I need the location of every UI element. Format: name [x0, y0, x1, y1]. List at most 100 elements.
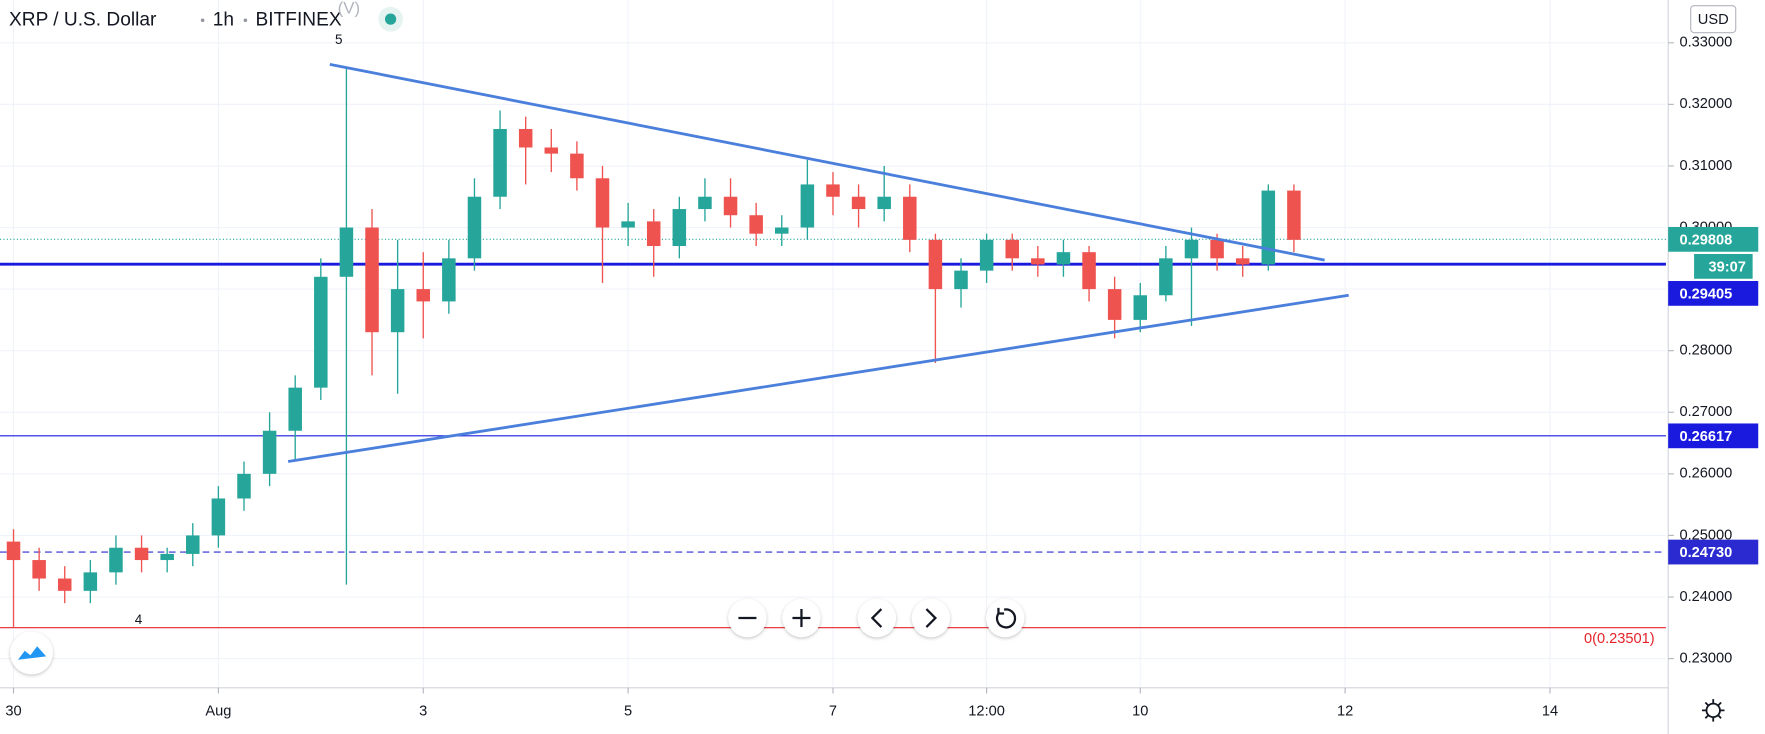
fib-label: 0(0.23501) — [1584, 631, 1655, 647]
candle-body — [262, 430, 277, 474]
price-label: 0.29808 — [1679, 232, 1732, 248]
candle-body — [32, 560, 46, 579]
countdown: 39:07 — [1708, 259, 1745, 275]
reset[interactable] — [986, 598, 1025, 638]
button[interactable] — [911, 598, 951, 638]
button[interactable] — [857, 598, 897, 638]
candle-body — [570, 153, 584, 179]
candle-body — [775, 227, 789, 234]
candle-body — [826, 184, 840, 197]
candle-body — [1210, 239, 1224, 259]
currency-box[interactable] — [1690, 5, 1737, 34]
grid — [0, 0, 1666, 687]
candle-body — [339, 227, 354, 277]
y-tick-label: 0.32000 — [1679, 96, 1732, 112]
trendline — [329, 62, 1325, 262]
candle-body — [416, 289, 431, 302]
y-tick-label: 0.27000 — [1679, 404, 1732, 420]
candles — [6, 67, 1301, 628]
y-tick-label: 0.25000 — [1679, 527, 1732, 543]
x-tick-label: 14 — [1542, 703, 1558, 719]
currency-button[interactable]: USD — [1690, 5, 1737, 34]
gear-teeth[interactable] — [1701, 699, 1725, 722]
candle-body — [1133, 295, 1148, 320]
icon[interactable] — [925, 608, 937, 628]
price-label-box — [1668, 539, 1759, 565]
candle-body — [211, 498, 226, 536]
candle-body — [390, 289, 405, 333]
legend: XRP / U.S. Dollar 1h BITFINEX (V) — [9, 0, 403, 32]
candle-body — [314, 276, 328, 388]
interval: 1h — [213, 9, 234, 30]
candle-body — [1261, 190, 1276, 265]
candle-body — [621, 221, 635, 228]
candle-body — [288, 387, 302, 431]
y-tick-label: 0.28000 — [1679, 343, 1732, 359]
candle-body — [954, 270, 968, 290]
y-tick-label: 0.31000 — [1679, 158, 1732, 174]
logo-icon[interactable] — [18, 646, 47, 660]
y-tick-label: 0.33000 — [1679, 35, 1732, 51]
icon[interactable] — [792, 609, 811, 628]
x-tick-label: 12 — [1337, 703, 1353, 719]
x-tick-label: 5 — [624, 703, 632, 719]
overlays: 0(0.23501) — [0, 238, 1666, 647]
candle-body — [723, 196, 738, 216]
candle-body — [83, 572, 98, 591]
settings[interactable] — [1701, 699, 1725, 722]
logo-badge[interactable] — [10, 631, 53, 675]
candle-body — [672, 209, 687, 247]
separator — [243, 18, 248, 23]
candle-body — [237, 473, 251, 499]
trendlines — [287, 62, 1349, 463]
candle-body — [749, 215, 763, 234]
candle-body — [493, 129, 507, 197]
logo[interactable] — [10, 631, 53, 675]
annotation: 4 — [135, 612, 143, 627]
y-tick-label: 0.24000 — [1679, 589, 1732, 605]
annotation: 5 — [335, 32, 343, 47]
x-tick-label: Aug — [205, 703, 231, 719]
price-label: 0.29405 — [1679, 286, 1732, 302]
button[interactable] — [986, 598, 1025, 638]
scroll-left[interactable] — [857, 598, 897, 638]
x-tick-label: 30 — [5, 703, 21, 719]
candle-body — [1184, 239, 1199, 259]
icon[interactable] — [870, 608, 883, 628]
x-tick-label: 10 — [1132, 703, 1148, 719]
y-tick-label: 0.23000 — [1679, 650, 1732, 666]
candle-body — [800, 184, 815, 228]
countdown-box — [1694, 253, 1753, 279]
candle-body — [1082, 252, 1096, 290]
currency[interactable]: USD — [1698, 12, 1729, 28]
price-label-box — [1668, 423, 1759, 449]
volume-marker: (V) — [338, 0, 360, 17]
zoom-out[interactable] — [728, 598, 767, 638]
candle-body — [1005, 239, 1019, 259]
price-label: 0.24730 — [1679, 545, 1732, 561]
candle-body — [903, 196, 917, 240]
price-label-box — [1668, 281, 1759, 306]
candle-body — [109, 547, 123, 573]
symbol: XRP / U.S. Dollar — [9, 9, 157, 30]
exchange: BITFINEX — [256, 9, 342, 30]
zoom-in[interactable] — [782, 598, 821, 638]
candle-body — [1031, 258, 1045, 265]
candle-body — [365, 227, 379, 333]
candle-body — [160, 553, 174, 561]
candle-body — [1159, 258, 1173, 296]
status-dot — [384, 13, 397, 25]
x-tick-label: 7 — [829, 703, 837, 719]
icon[interactable] — [995, 607, 1017, 629]
candle-body — [1287, 190, 1301, 240]
candle-body — [877, 196, 891, 210]
price-label: 0.26617 — [1679, 429, 1732, 445]
scroll-right[interactable] — [911, 598, 951, 638]
candle-body — [928, 239, 943, 290]
candle-body — [186, 535, 200, 554]
price-labels: 0.29808 39:07 0.29405 0.26617 0.24730 — [1668, 226, 1759, 565]
candle-body — [698, 196, 712, 210]
candle-body — [646, 221, 661, 247]
separator — [200, 18, 205, 23]
